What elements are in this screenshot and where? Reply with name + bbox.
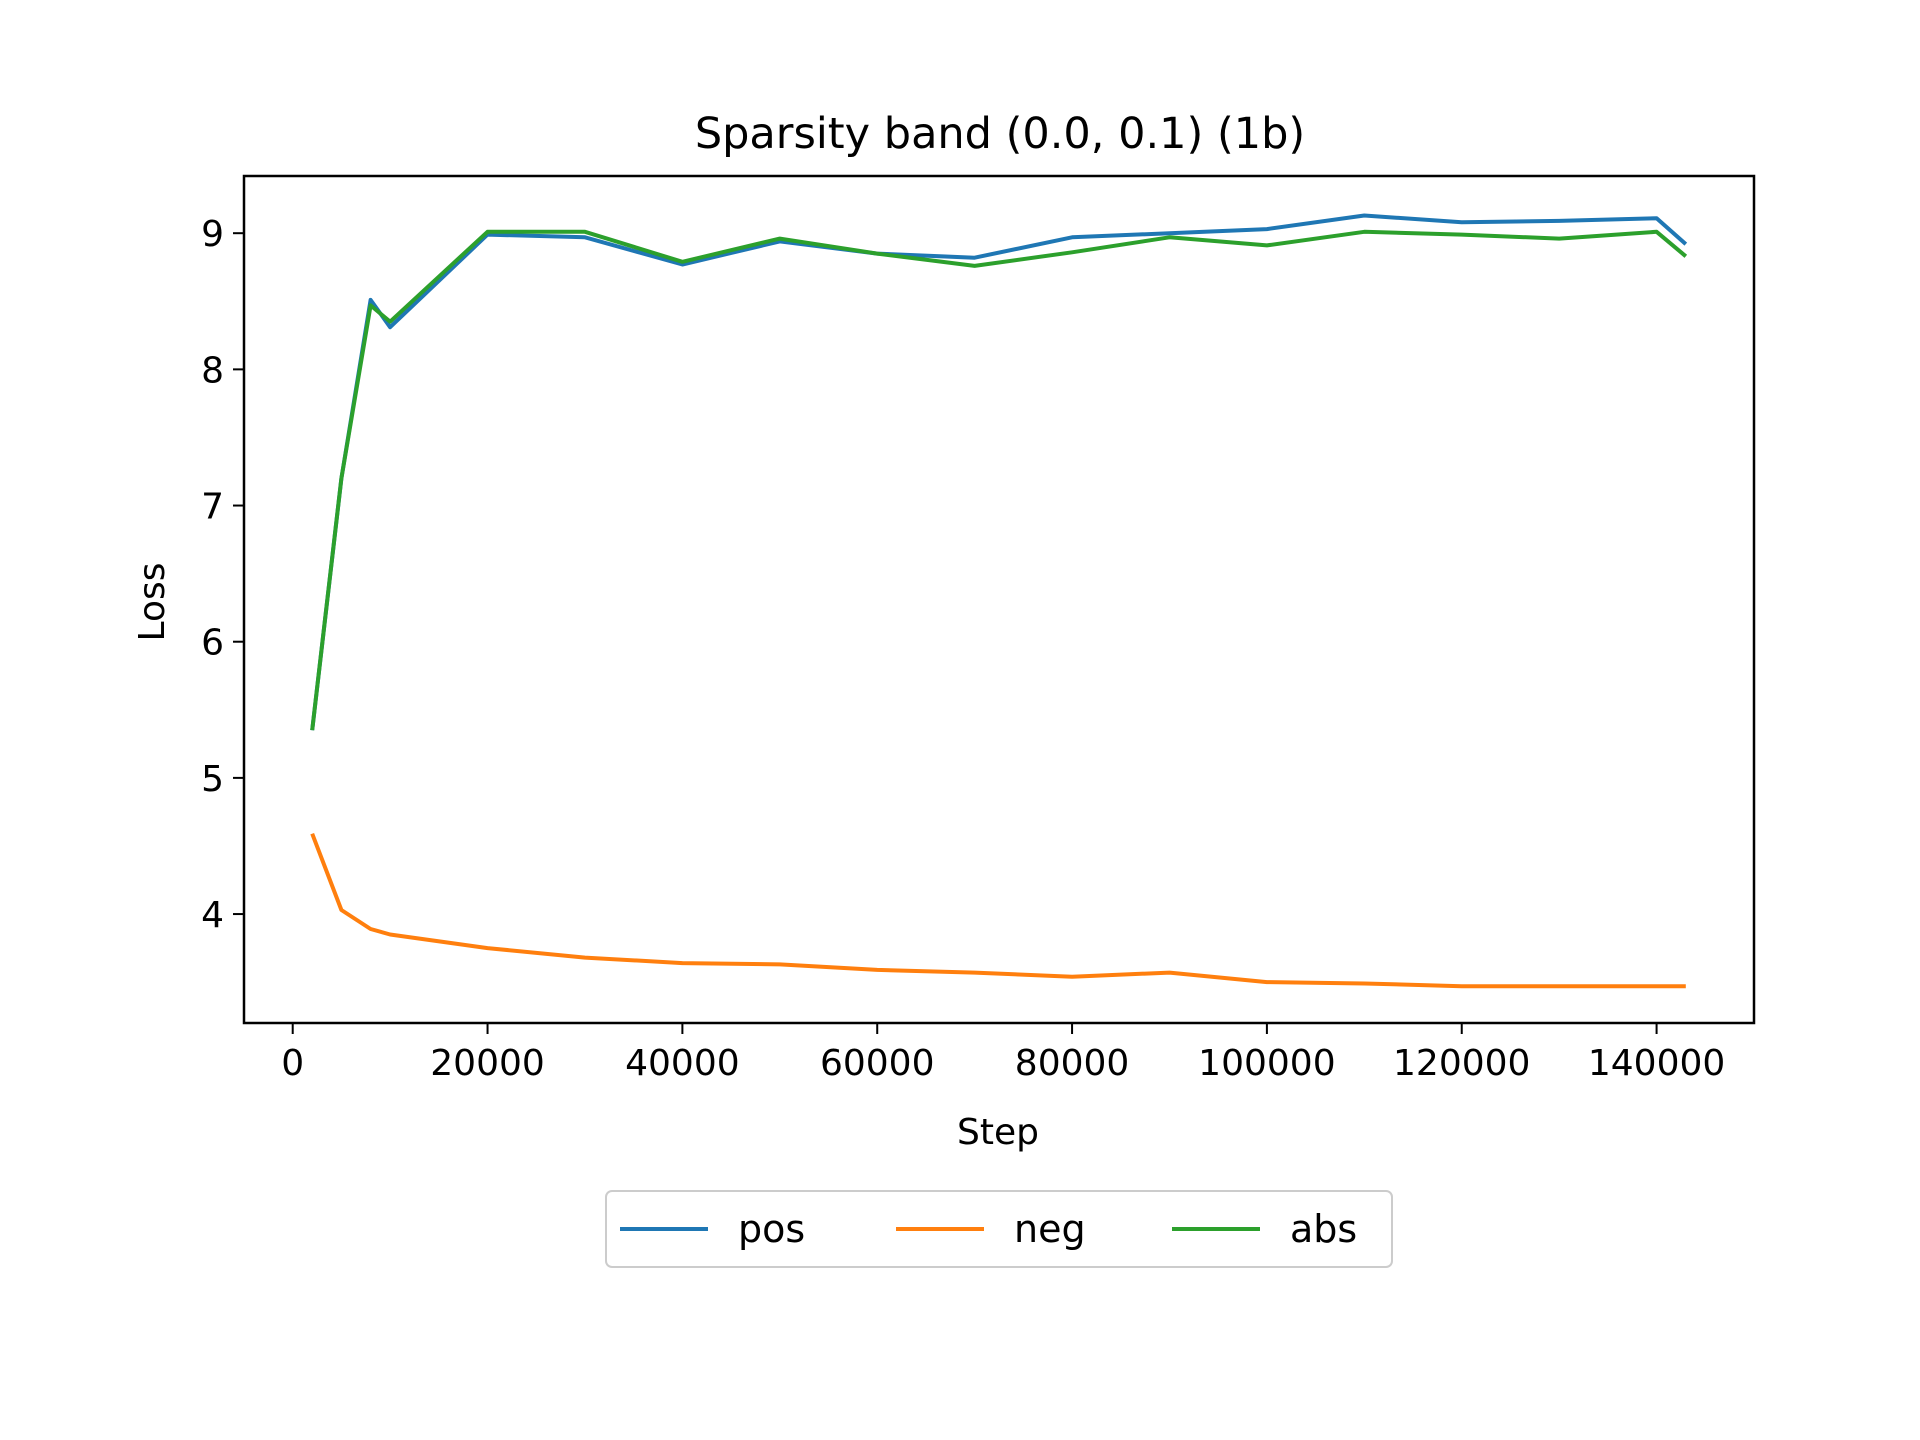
x-tick-label: 120000 xyxy=(1393,1043,1530,1084)
x-tick-label: 0 xyxy=(281,1043,304,1084)
legend-label-pos: pos xyxy=(738,1207,805,1251)
x-tick-label: 80000 xyxy=(1015,1043,1130,1084)
y-tick-label: 5 xyxy=(201,759,224,800)
legend-label-abs: abs xyxy=(1290,1207,1357,1251)
legend-box xyxy=(605,1190,1393,1268)
y-tick-label: 8 xyxy=(201,350,224,391)
y-tick-label: 6 xyxy=(201,623,224,664)
y-tick-label: 4 xyxy=(201,895,224,936)
y-tick-label: 7 xyxy=(201,487,224,528)
series-line-pos xyxy=(310,213,1688,731)
x-axis-label: Step xyxy=(957,1112,1039,1153)
series-line-abs xyxy=(310,229,1688,731)
x-axis-ticks: 0 20000 40000 60000 80000 100000 120000 140000 xyxy=(281,1023,1725,1084)
y-tick-label: 9 xyxy=(201,214,224,255)
series-layer xyxy=(310,213,1688,989)
x-tick-label: 20000 xyxy=(430,1043,545,1084)
plot-area xyxy=(242,174,1756,1025)
x-tick-label: 60000 xyxy=(820,1043,935,1084)
chart-title: Sparsity band (0.0, 0.1) (1b) xyxy=(695,109,1305,159)
x-tick-label: 100000 xyxy=(1198,1043,1335,1084)
legend: pos neg abs xyxy=(605,1190,1393,1268)
series-line-neg xyxy=(310,832,1686,989)
legend-label-neg: neg xyxy=(1014,1207,1086,1251)
x-tick-label: 40000 xyxy=(625,1043,740,1084)
y-axis-ticks: 4 5 6 7 8 9 xyxy=(201,214,244,936)
y-axis-label: Loss xyxy=(132,563,173,642)
x-tick-label: 140000 xyxy=(1588,1043,1725,1084)
